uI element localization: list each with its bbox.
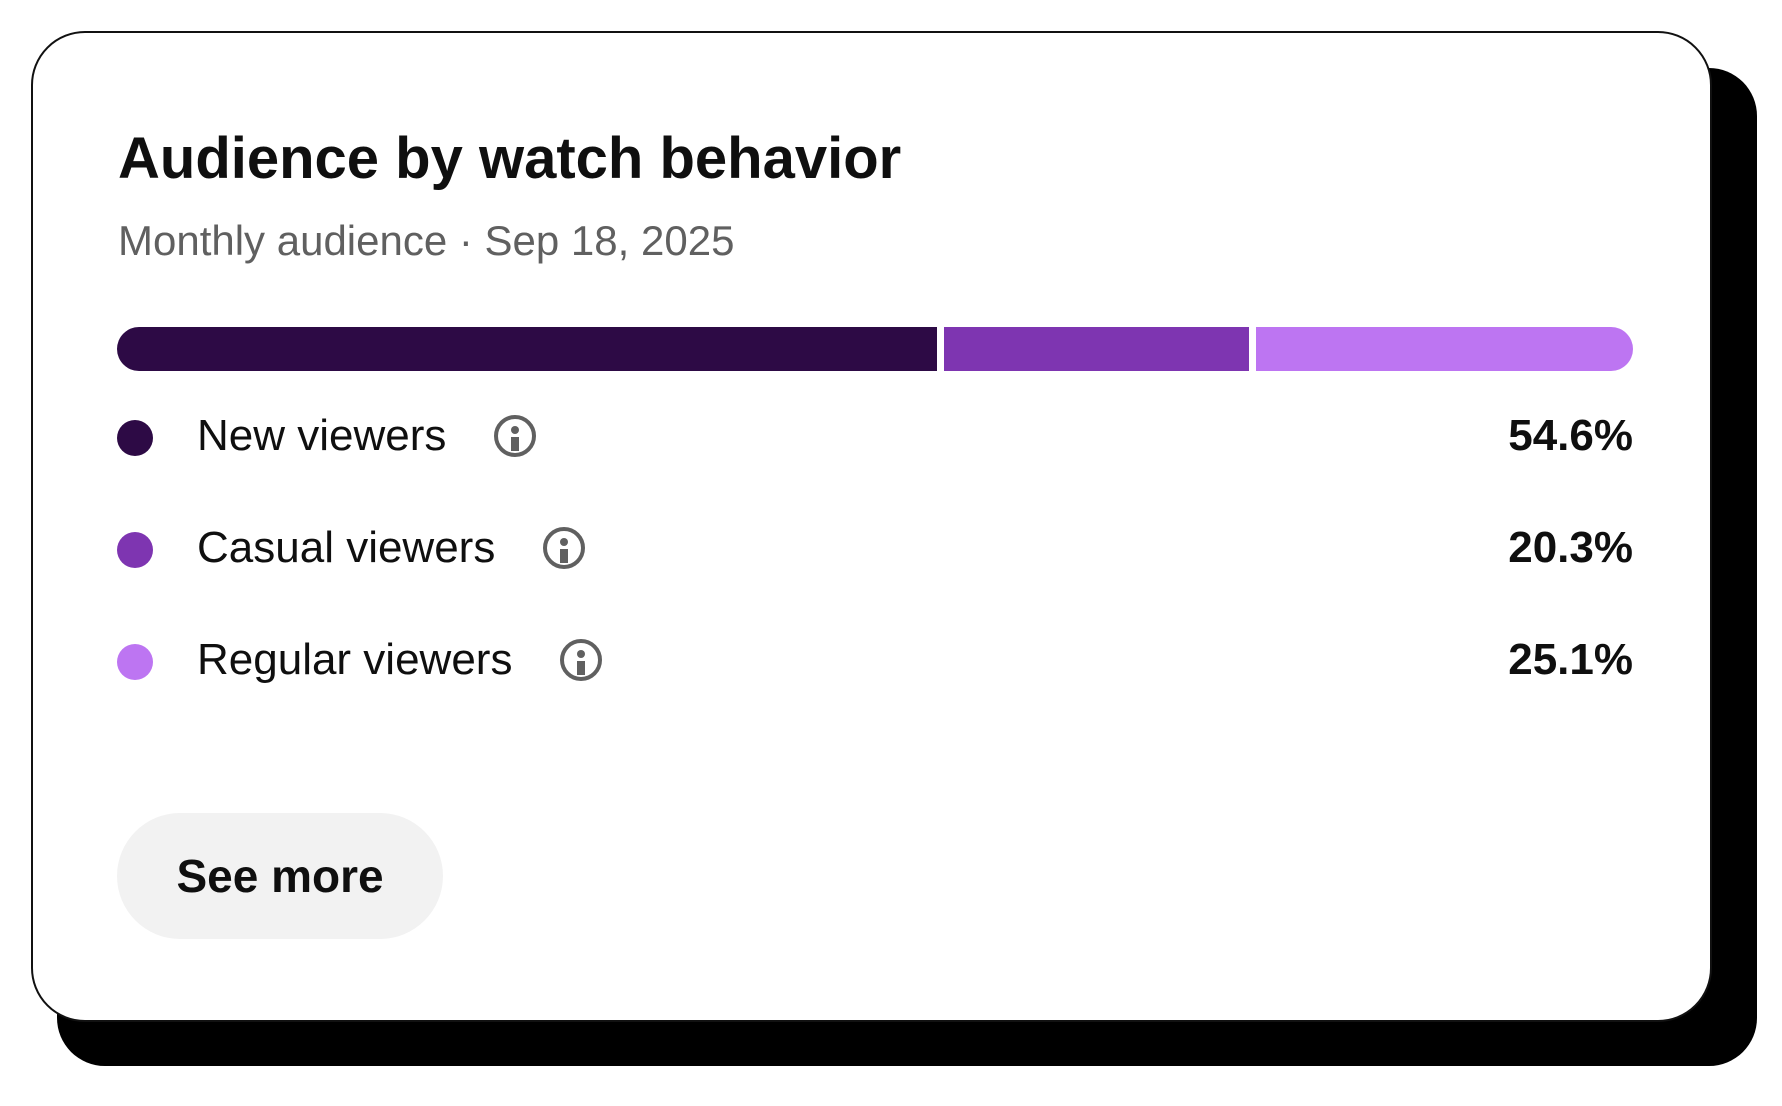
stacked-bar-chart: [117, 327, 1633, 371]
info-icon[interactable]: [543, 527, 586, 569]
legend-row-new-viewers: New viewers 54.6%: [117, 403, 1633, 473]
legend-row-casual-viewers: Casual viewers 20.3%: [117, 515, 1633, 585]
legend-label: Regular viewers: [197, 635, 513, 684]
card-subtitle: Monthly audience · Sep 18, 2025: [118, 217, 735, 264]
legend-label: Casual viewers: [197, 523, 496, 572]
legend-row-regular-viewers: Regular viewers 25.1%: [117, 627, 1633, 697]
legend-label-wrap: Casual viewers: [197, 523, 586, 573]
audience-card: Audience by watch behavior Monthly audie…: [31, 31, 1712, 1022]
legend-label-wrap: Regular viewers: [197, 635, 603, 685]
legend-label: New viewers: [197, 411, 447, 460]
legend-value: 20.3%: [1508, 523, 1633, 572]
card-title: Audience by watch behavior: [118, 126, 902, 191]
legend-value: 54.6%: [1508, 411, 1633, 460]
bar-segment-new-viewers[interactable]: [117, 327, 938, 371]
legend-label-wrap: New viewers: [197, 411, 537, 461]
bar-segment-regular-viewers[interactable]: [1255, 327, 1633, 371]
legend-dot: [117, 644, 153, 680]
bar-segment-casual-viewers[interactable]: [944, 327, 1249, 371]
legend-dot: [117, 532, 153, 568]
see-more-button[interactable]: See more: [117, 813, 443, 939]
info-icon[interactable]: [494, 415, 537, 457]
legend-value: 25.1%: [1508, 635, 1633, 684]
info-icon[interactable]: [560, 639, 603, 681]
legend-dot: [117, 420, 153, 456]
